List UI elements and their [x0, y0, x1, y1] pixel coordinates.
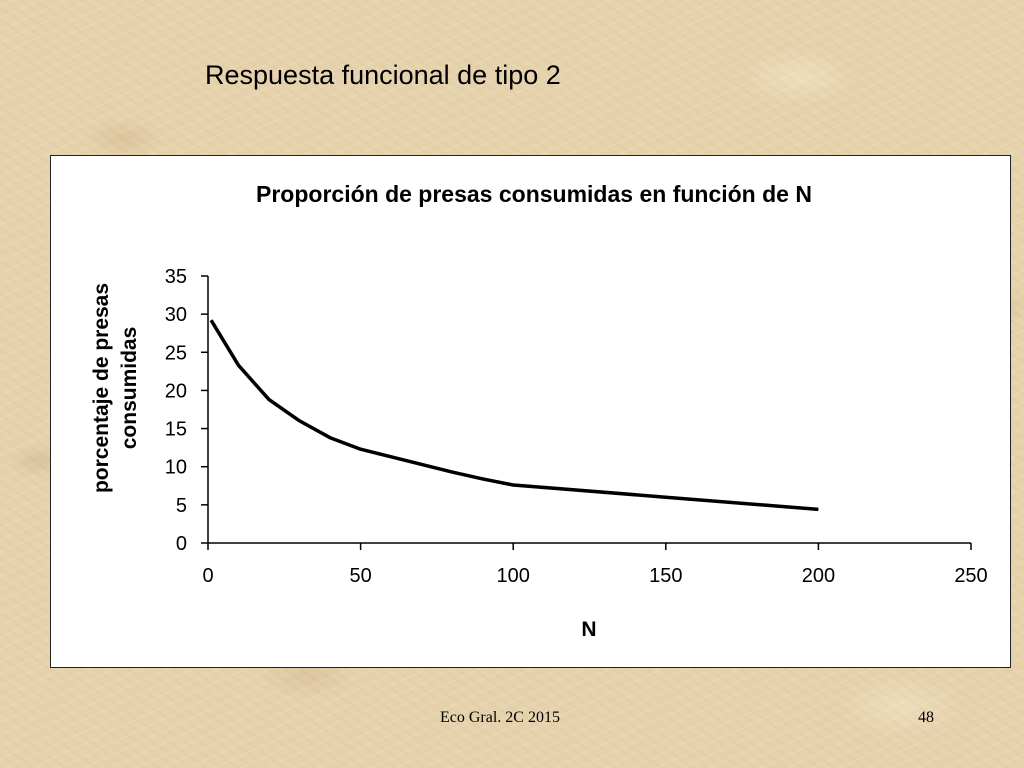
footer-text: Eco Gral. 2C 2015: [440, 709, 560, 726]
y-tick-label: 5: [176, 495, 187, 517]
line-chart: Proporción de presas consumidas en funci…: [90, 181, 988, 641]
y-tick-label: 0: [176, 533, 187, 555]
x-tick-label: 250: [954, 565, 987, 587]
chart-container: Proporción de presas consumidas en funci…: [50, 155, 1011, 668]
y-axis-label: porcentaje de presas consumidas: [90, 283, 141, 493]
x-tick-label: 200: [802, 565, 835, 587]
ticks: 0 50 100 150 200 250 0 5 10 15 20 25 30 35: [165, 266, 988, 587]
x-axis-label: N: [581, 618, 596, 641]
x-tick-label: 150: [649, 565, 682, 587]
y-axis-label-line-2: consumidas: [118, 327, 141, 450]
x-tick-label: 0: [202, 565, 213, 587]
y-tick-label: 30: [165, 304, 187, 326]
y-tick-label: 25: [165, 342, 187, 364]
x-tick-label: 50: [349, 565, 371, 587]
series-line-1: [209, 319, 819, 512]
y-tick-label: 20: [165, 380, 187, 402]
series-lines: [209, 319, 819, 512]
page-number: 48: [918, 709, 934, 726]
y-axis-label-line-1: porcentaje de presas: [90, 283, 113, 493]
x-tick-label: 100: [497, 565, 530, 587]
chart-title: Proporción de presas consumidas en funci…: [256, 181, 812, 207]
y-tick-label: 15: [165, 419, 187, 441]
slide-title: Respuesta funcional de tipo 2: [205, 60, 561, 90]
y-tick-label: 35: [165, 266, 187, 288]
y-tick-label: 10: [165, 457, 187, 479]
axes: [207, 276, 971, 544]
